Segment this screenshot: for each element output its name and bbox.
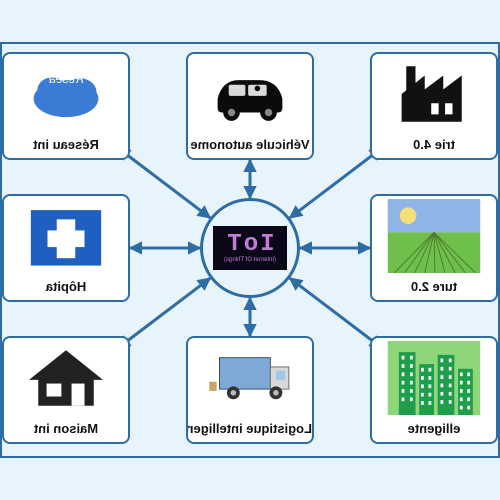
node-hospital: Hôpita [2, 194, 130, 302]
car-icon [188, 54, 312, 134]
center-label: IoT [225, 233, 274, 257]
field-icon [372, 196, 496, 276]
hospital-icon [4, 196, 128, 276]
node-agri: ture 2.0 [370, 194, 498, 302]
node-city: elligente [370, 336, 498, 444]
node-city-label: elligente [370, 418, 498, 442]
node-logistics: Logistique intelligente [186, 336, 314, 444]
house-icon [4, 338, 128, 418]
factory-icon [372, 54, 496, 134]
node-network: Résea Réseau int [2, 52, 130, 160]
cloud-icon: Résea [4, 54, 128, 134]
center-node: IoT(Internet Of Things) [200, 198, 300, 298]
node-network-overlay-label: Résea [4, 72, 128, 86]
diagram-canvas: IoT(Internet Of Things) Véhicule autonome… [0, 0, 500, 500]
node-agri-label: ture 2.0 [370, 276, 498, 300]
center-inner-box: IoT(Internet Of Things) [213, 226, 287, 270]
center-sublabel: (Internet Of Things) [224, 257, 276, 263]
node-logistics-label: Logistique intelligente [186, 418, 314, 442]
node-home: Maison int [2, 336, 130, 444]
node-network-label: Réseau int [2, 134, 130, 158]
node-industry: trie 4.0 [370, 52, 498, 160]
city-icon [372, 338, 496, 418]
node-hospital-label: Hôpita [2, 276, 130, 300]
truck-icon [188, 338, 312, 418]
node-vehicle: Véhicule autonome [186, 52, 314, 160]
node-home-label: Maison int [2, 418, 130, 442]
node-vehicle-label: Véhicule autonome [186, 134, 314, 158]
node-industry-label: trie 4.0 [370, 134, 498, 158]
